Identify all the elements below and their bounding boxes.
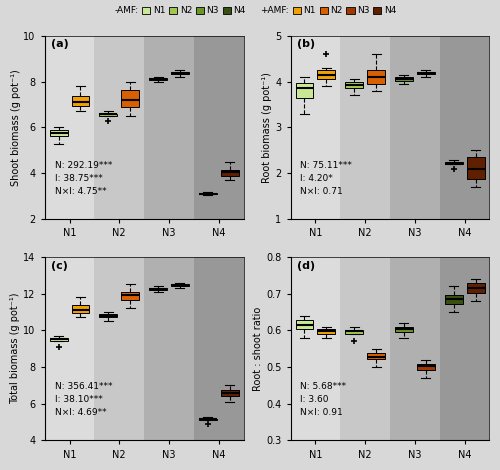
Y-axis label: Shoot biomass (g pot⁻¹): Shoot biomass (g pot⁻¹) (10, 69, 20, 186)
PathPatch shape (466, 283, 484, 293)
Text: N: 75.11***
I: 4.20*
N×I: 0.71: N: 75.11*** I: 4.20* N×I: 0.71 (300, 160, 352, 196)
Text: (b): (b) (296, 39, 314, 49)
PathPatch shape (72, 96, 90, 106)
PathPatch shape (149, 288, 167, 290)
Bar (94, 257, 144, 440)
PathPatch shape (346, 82, 363, 88)
Text: (c): (c) (50, 260, 68, 271)
Text: (a): (a) (50, 39, 68, 49)
PathPatch shape (100, 114, 117, 116)
Y-axis label: Root : shoot ratio: Root : shoot ratio (254, 306, 264, 391)
Bar (194, 257, 244, 440)
PathPatch shape (199, 418, 217, 420)
PathPatch shape (122, 90, 139, 107)
PathPatch shape (122, 292, 139, 300)
PathPatch shape (395, 77, 413, 81)
Text: N: 5.68***
I: 3.60
N×I: 0.91: N: 5.68*** I: 3.60 N×I: 0.91 (300, 382, 346, 417)
Legend: -AMF:, N1, N2, N3, N4, +AMF:, N1, N2, N3, N4: -AMF:, N1, N2, N3, N4, +AMF:, N1, N2, N3… (102, 5, 399, 17)
Bar (290, 257, 341, 440)
PathPatch shape (346, 330, 363, 334)
Y-axis label: Total biomass (g pot⁻¹): Total biomass (g pot⁻¹) (10, 293, 20, 404)
Bar (44, 257, 94, 440)
PathPatch shape (417, 72, 435, 74)
Text: N: 292.19***
I: 38.75***
N×I: 4.75**: N: 292.19*** I: 38.75*** N×I: 4.75** (54, 160, 112, 196)
PathPatch shape (367, 70, 385, 84)
PathPatch shape (50, 338, 68, 341)
Text: N: 356.41***
I: 38.10***
N×I: 4.69**: N: 356.41*** I: 38.10*** N×I: 4.69** (54, 382, 112, 417)
Bar (440, 257, 490, 440)
PathPatch shape (466, 157, 484, 179)
PathPatch shape (395, 327, 413, 332)
PathPatch shape (444, 295, 462, 304)
PathPatch shape (171, 71, 189, 74)
Bar (340, 36, 390, 219)
PathPatch shape (221, 170, 238, 176)
PathPatch shape (50, 130, 68, 136)
Bar (390, 257, 440, 440)
Bar (144, 36, 194, 219)
PathPatch shape (100, 314, 117, 317)
Bar (390, 36, 440, 219)
Bar (144, 257, 194, 440)
Bar (194, 36, 244, 219)
PathPatch shape (221, 390, 238, 396)
Y-axis label: Root biomass (g pot⁻¹): Root biomass (g pot⁻¹) (262, 72, 272, 183)
Bar (290, 36, 341, 219)
PathPatch shape (444, 162, 462, 164)
Bar (340, 257, 390, 440)
PathPatch shape (417, 364, 435, 370)
Bar (440, 36, 490, 219)
Bar (44, 36, 94, 219)
PathPatch shape (318, 329, 336, 334)
Text: (d): (d) (296, 260, 314, 271)
PathPatch shape (296, 83, 314, 98)
PathPatch shape (72, 305, 90, 313)
PathPatch shape (367, 353, 385, 359)
PathPatch shape (171, 284, 189, 286)
PathPatch shape (318, 70, 336, 79)
PathPatch shape (149, 78, 167, 80)
PathPatch shape (296, 320, 314, 329)
Bar (94, 36, 144, 219)
PathPatch shape (199, 193, 217, 194)
